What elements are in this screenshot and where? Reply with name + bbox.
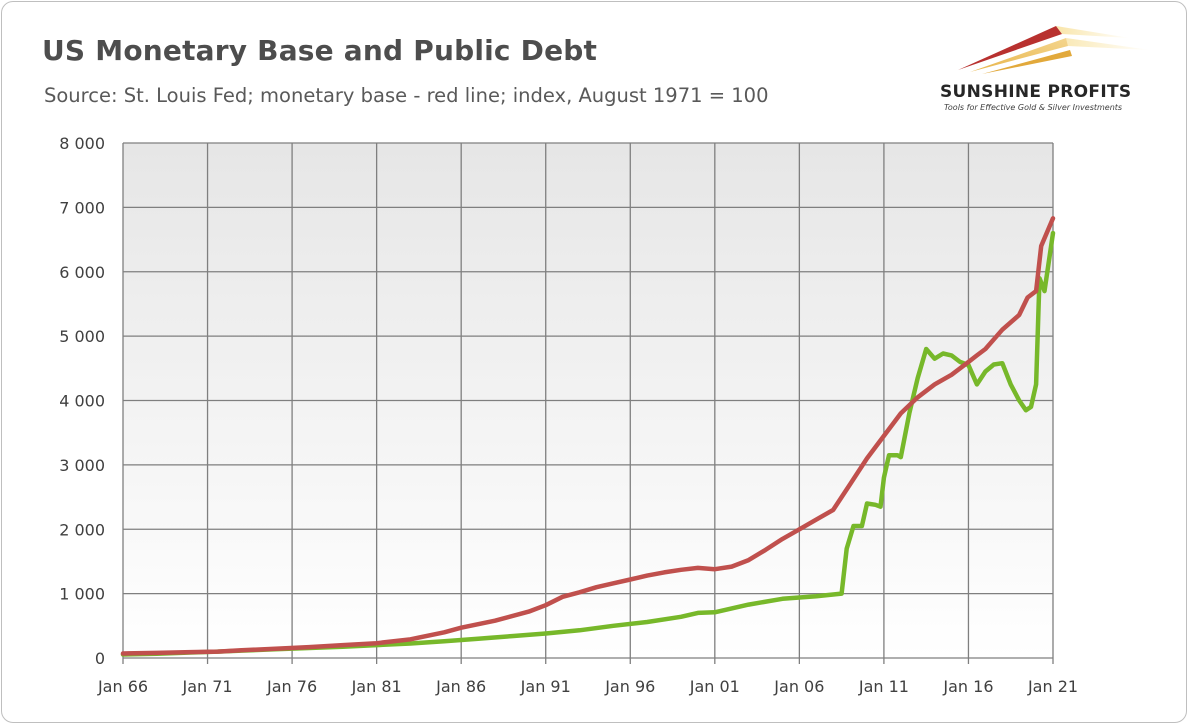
x-tick-label: Jan 76 <box>266 677 317 696</box>
chart-title: US Monetary Base and Public Debt <box>42 34 598 67</box>
x-tick-label: Jan 91 <box>520 677 571 696</box>
logo-tagline: Tools for Effective Gold & Silver Invest… <box>944 103 1123 112</box>
y-tick-label: 0 <box>95 649 105 668</box>
y-tick-label: 2 000 <box>59 520 105 539</box>
x-tick-label: Jan 96 <box>604 677 655 696</box>
logo-name: SUNSHINE PROFITS <box>940 82 1132 102</box>
x-tick-label: Jan 86 <box>435 677 486 696</box>
sunshine-profits-logo: SUNSHINE PROFITS Tools for Effective Gol… <box>930 18 1170 118</box>
x-tick-label: Jan 01 <box>689 677 740 696</box>
public-debt-line <box>120 230 1056 657</box>
x-tick-label: Jan 66 <box>97 677 148 696</box>
x-tick-label: Jan 16 <box>942 677 993 696</box>
x-tick-label: Jan 21 <box>1027 677 1078 696</box>
y-tick-label: 5 000 <box>59 327 105 346</box>
y-tick-label: 8 000 <box>59 134 105 153</box>
series-lines <box>120 216 1056 657</box>
x-axis-ticks: Jan 66 Jan 71 Jan 76 Jan 81 Jan 86 Jan 91 Jan … <box>97 677 1078 696</box>
y-axis-ticks: 0 1 000 2 000 3 000 4 000 5 000 6 000 7 000 8 00… <box>59 134 105 668</box>
sunshine-rays-icon <box>958 26 1150 74</box>
y-tick-label: 1 000 <box>59 585 105 604</box>
x-tick-label: Jan 11 <box>858 677 909 696</box>
grid <box>122 142 1054 664</box>
chart-subtitle: Source: St. Louis Fed; monetary base - r… <box>44 84 769 107</box>
y-tick-label: 6 000 <box>59 263 105 282</box>
x-tick-label: Jan 06 <box>773 677 824 696</box>
monetary-base-line <box>120 216 1056 656</box>
y-tick-label: 4 000 <box>59 392 105 411</box>
y-tick-label: 3 000 <box>59 456 105 475</box>
x-tick-label: Jan 81 <box>351 677 402 696</box>
y-tick-label: 7 000 <box>59 198 105 217</box>
x-tick-label: Jan 71 <box>181 677 232 696</box>
